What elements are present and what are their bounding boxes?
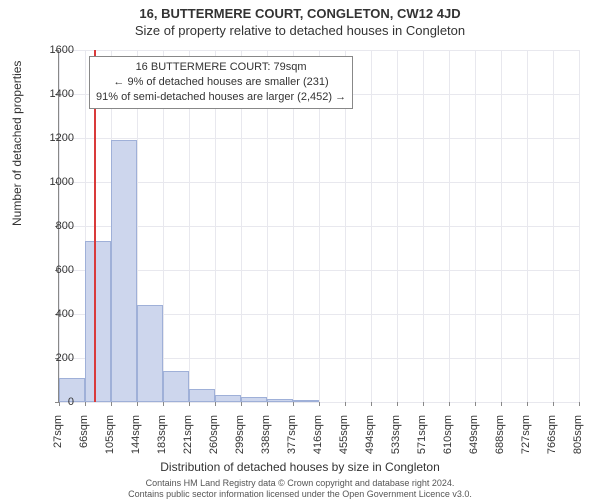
xtick-mark [449, 402, 450, 406]
xtick-label: 27sqm [52, 415, 64, 465]
xtick-label: 260sqm [208, 415, 220, 465]
gridline-v [579, 50, 580, 402]
xtick-label: 805sqm [572, 415, 584, 465]
xtick-label: 727sqm [520, 415, 532, 465]
chart-container: 16, BUTTERMERE COURT, CONGLETON, CW12 4J… [0, 0, 600, 500]
xtick-mark [371, 402, 372, 406]
xtick-label: 299sqm [234, 415, 246, 465]
xtick-label: 416sqm [312, 415, 324, 465]
ytick-label: 1600 [34, 44, 74, 56]
xtick-mark [553, 402, 554, 406]
annotation-line1: 16 BUTTERMERE COURT: 79sqm [96, 60, 346, 75]
xtick-label: 571sqm [416, 415, 428, 465]
xtick-mark [423, 402, 424, 406]
histogram-bar [215, 395, 241, 402]
xtick-mark [345, 402, 346, 406]
xtick-mark [215, 402, 216, 406]
xtick-mark [111, 402, 112, 406]
xtick-mark [163, 402, 164, 406]
xtick-label: 221sqm [182, 415, 194, 465]
ytick-label: 0 [34, 396, 74, 408]
footer-line2: Contains public sector information licen… [0, 489, 600, 500]
xtick-mark [293, 402, 294, 406]
gridline-v [475, 50, 476, 402]
gridline-v [553, 50, 554, 402]
gridline-v [449, 50, 450, 402]
xtick-mark [475, 402, 476, 406]
annotation-box: 16 BUTTERMERE COURT: 79sqm ← 9% of detac… [89, 56, 353, 109]
plot-area: 16 BUTTERMERE COURT: 79sqm ← 9% of detac… [58, 50, 579, 403]
xtick-label: 649sqm [468, 415, 480, 465]
xtick-mark [137, 402, 138, 406]
ytick-label: 600 [34, 264, 74, 276]
xtick-mark [579, 402, 580, 406]
xtick-mark [189, 402, 190, 406]
xtick-mark [501, 402, 502, 406]
ytick-label: 400 [34, 308, 74, 320]
xtick-label: 338sqm [260, 415, 272, 465]
page-title: 16, BUTTERMERE COURT, CONGLETON, CW12 4J… [0, 0, 600, 21]
xtick-label: 610sqm [442, 415, 454, 465]
page-subtitle: Size of property relative to detached ho… [0, 21, 600, 38]
ytick-label: 1000 [34, 176, 74, 188]
xtick-mark [527, 402, 528, 406]
xtick-label: 144sqm [130, 415, 142, 465]
gridline-v [527, 50, 528, 402]
xtick-label: 766sqm [546, 415, 558, 465]
xtick-label: 183sqm [156, 415, 168, 465]
histogram-bar [137, 305, 163, 402]
gridline-v [501, 50, 502, 402]
xtick-label: 105sqm [104, 415, 116, 465]
footer-line1: Contains HM Land Registry data © Crown c… [0, 478, 600, 489]
ytick-label: 800 [34, 220, 74, 232]
ytick-label: 200 [34, 352, 74, 364]
annotation-line3: 91% of semi-detached houses are larger (… [96, 90, 346, 105]
xtick-mark [85, 402, 86, 406]
xtick-mark [319, 402, 320, 406]
annotation-line2: ← 9% of detached houses are smaller (231… [96, 75, 346, 90]
histogram-bar [241, 397, 267, 403]
ytick-label: 1400 [34, 88, 74, 100]
histogram-bar [85, 241, 111, 402]
gridline-v [371, 50, 372, 402]
xtick-label: 688sqm [494, 415, 506, 465]
histogram-bar [163, 371, 188, 402]
xtick-label: 66sqm [78, 415, 90, 465]
histogram-bar [267, 399, 293, 402]
xtick-label: 377sqm [286, 415, 298, 465]
xtick-label: 494sqm [364, 415, 376, 465]
histogram-bar [293, 400, 319, 402]
xtick-mark [267, 402, 268, 406]
gridline-v [423, 50, 424, 402]
xtick-label: 533sqm [390, 415, 402, 465]
histogram-bar [111, 140, 137, 402]
histogram-bar [189, 389, 215, 402]
xtick-label: 455sqm [338, 415, 350, 465]
x-axis-label: Distribution of detached houses by size … [0, 460, 600, 474]
gridline-v [397, 50, 398, 402]
xtick-mark [397, 402, 398, 406]
y-axis-label: Number of detached properties [10, 61, 24, 226]
footer: Contains HM Land Registry data © Crown c… [0, 478, 600, 500]
xtick-mark [241, 402, 242, 406]
ytick-label: 1200 [34, 132, 74, 144]
